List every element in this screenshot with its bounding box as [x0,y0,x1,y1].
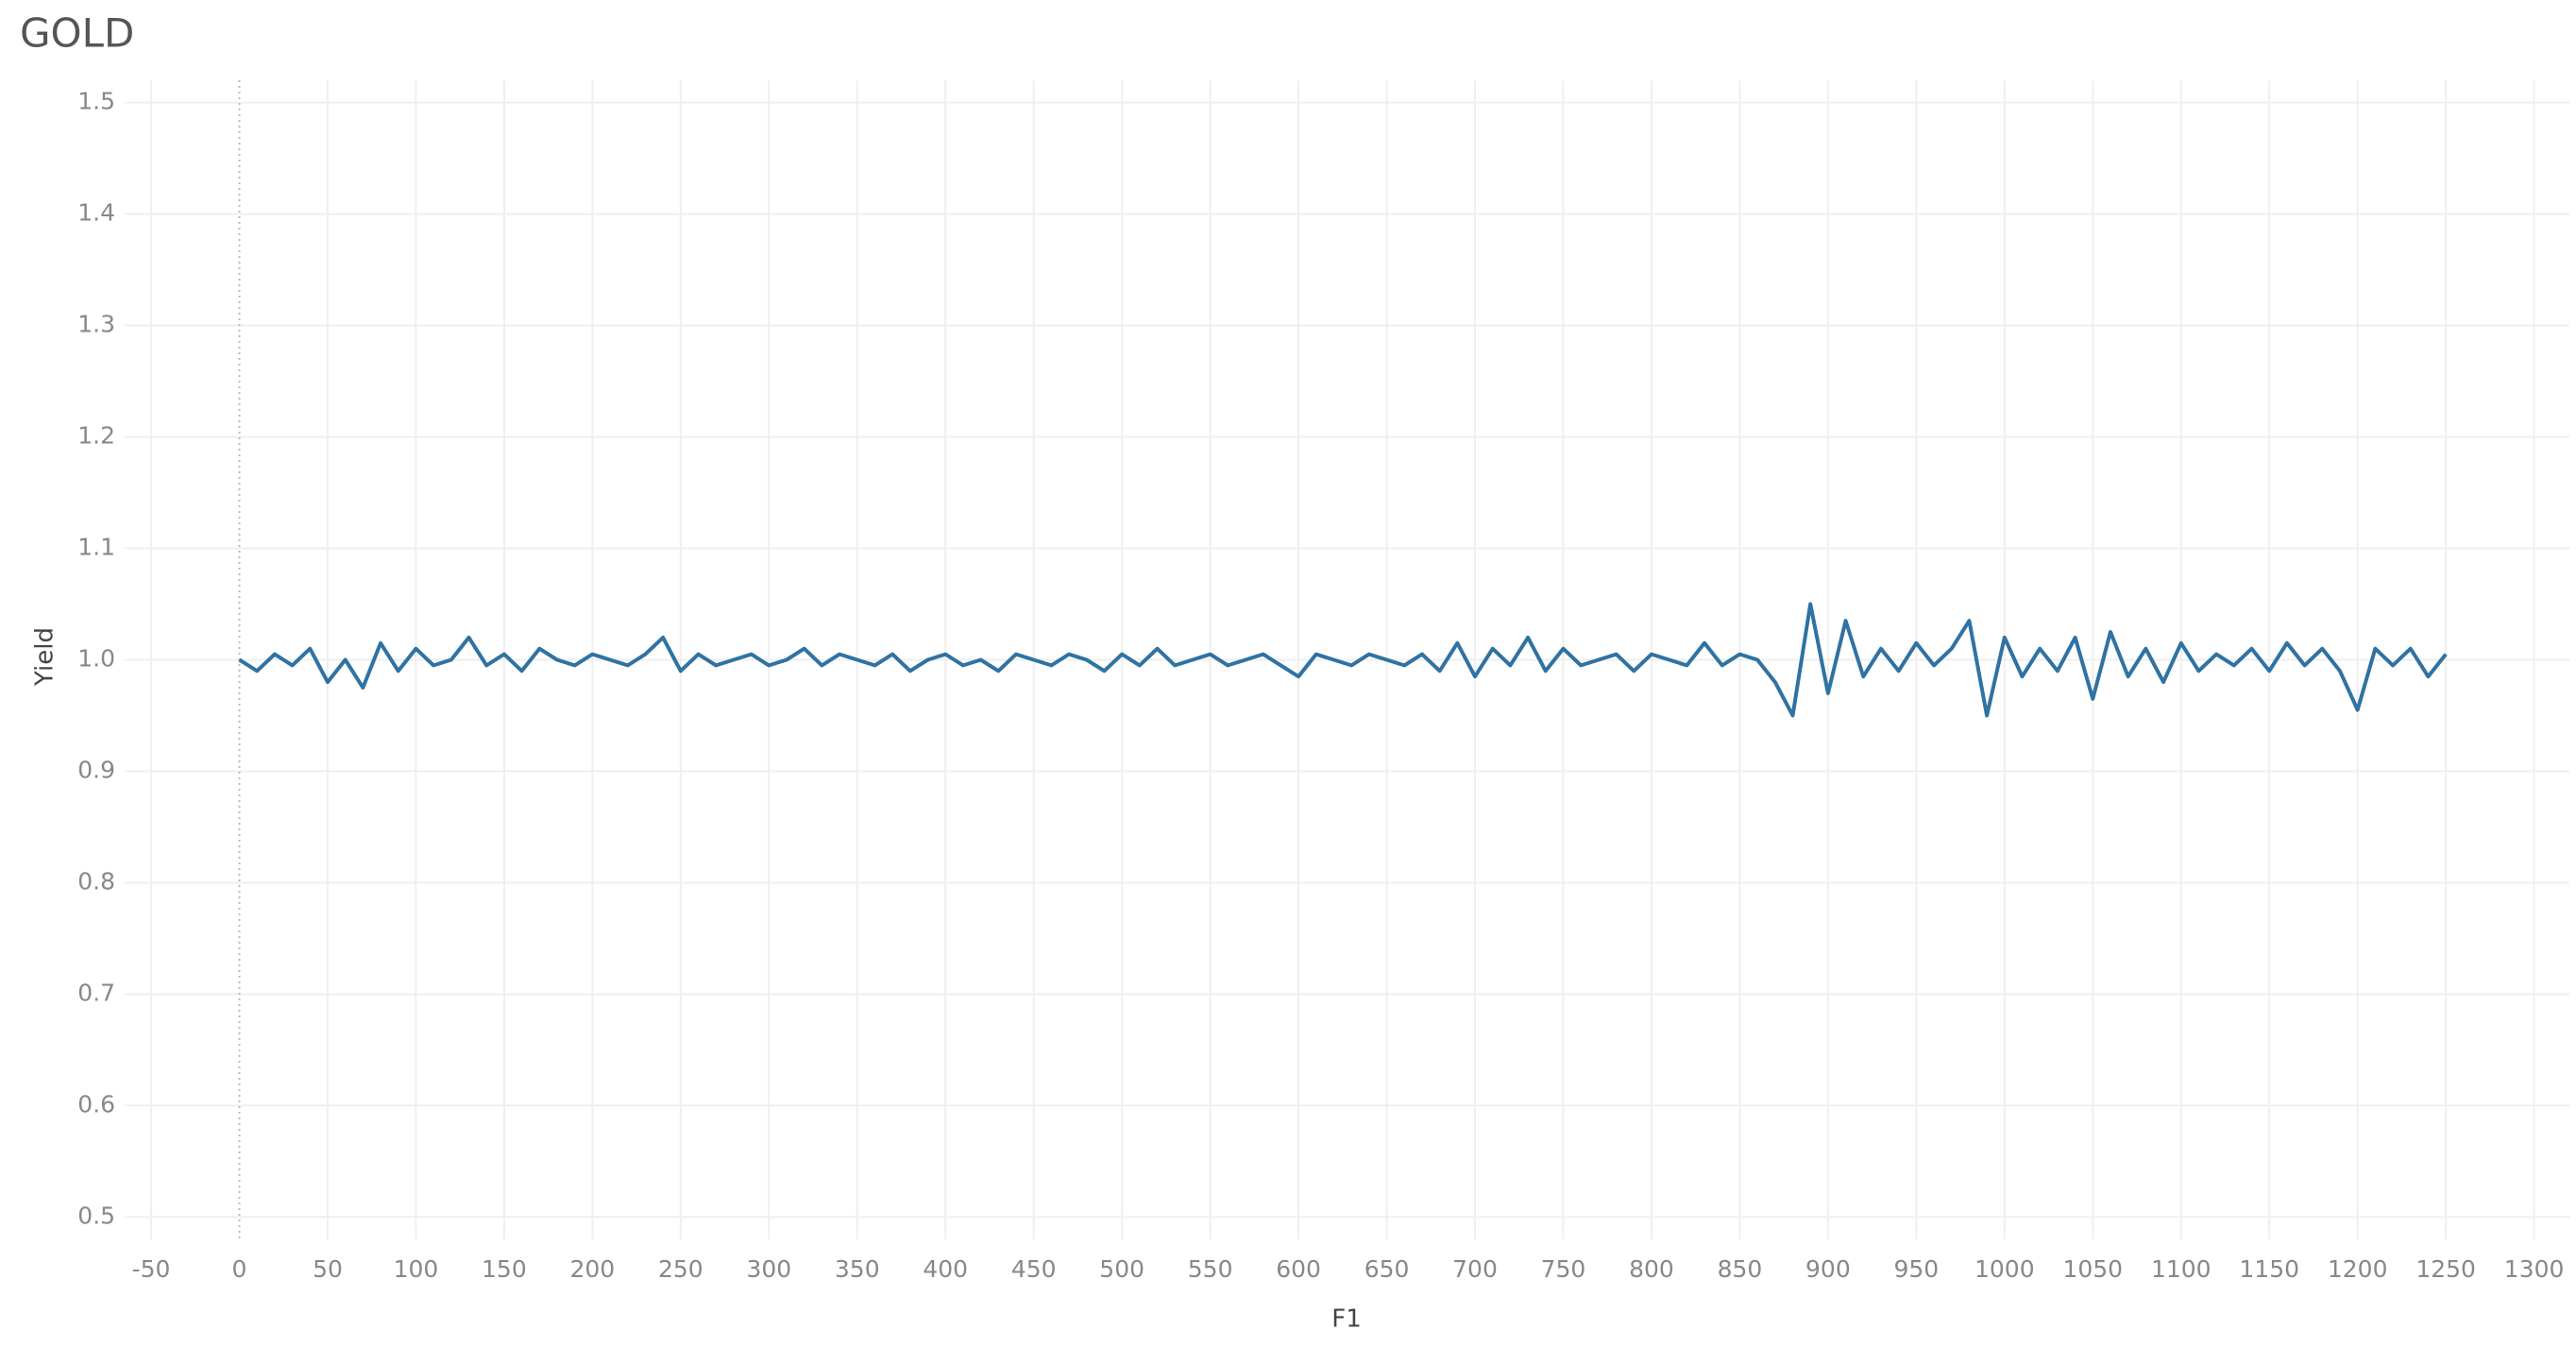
y-axis-label: Yield [31,627,59,687]
x-tick-label: 1200 [2328,1255,2388,1283]
y-tick-label: 0.5 [77,1202,115,1229]
y-tick-label: 0.7 [77,979,115,1006]
x-tick-label: 1150 [2239,1255,2299,1283]
x-tick-label: 200 [570,1255,616,1283]
x-tick-label: 400 [923,1255,968,1283]
y-tick-label: 1.3 [77,311,115,338]
x-tick-label: 350 [835,1255,880,1283]
x-tick-label: 50 [313,1255,343,1283]
x-tick-label: 600 [1276,1255,1321,1283]
x-tick-label: -50 [132,1255,171,1283]
x-tick-label: 0 [232,1255,247,1283]
x-tick-label: 1050 [2062,1255,2123,1283]
x-tick-label: 650 [1364,1255,1410,1283]
x-tick-label: 150 [482,1255,527,1283]
chart-title: GOLD [20,10,134,57]
y-tick-label: 1.1 [77,534,115,561]
y-tick-label: 1.4 [77,199,115,227]
x-tick-label: 700 [1452,1255,1498,1283]
x-tick-label: 1100 [2151,1255,2212,1283]
data-line [238,602,2448,718]
x-tick-label: 750 [1541,1255,1586,1283]
x-axis-label: F1 [1331,1305,1362,1334]
x-tick-label: 800 [1629,1255,1674,1283]
x-tick-label: 450 [1011,1255,1057,1283]
x-tick-label: 1300 [2504,1255,2565,1283]
y-tick-label: 0.9 [77,756,115,783]
x-tick-label: 500 [1099,1255,1144,1283]
x-tick-label: 1000 [1974,1255,2035,1283]
y-tick-label: 1.5 [77,88,115,115]
y-tick-label: 1.2 [77,422,115,450]
x-tick-label: 250 [658,1255,703,1283]
x-tick-label: 1250 [2415,1255,2476,1283]
y-tick-label: 0.8 [77,867,115,895]
y-tick-label: 0.6 [77,1090,115,1117]
x-tick-label: 300 [746,1255,791,1283]
x-tick-label: 900 [1805,1255,1851,1283]
x-tick-label: 850 [1718,1255,1763,1283]
x-tick-label: 100 [394,1255,439,1283]
y-tick-label: 1.0 [77,645,115,673]
x-tick-label: 950 [1893,1255,1939,1283]
x-tick-label: 550 [1188,1255,1233,1283]
